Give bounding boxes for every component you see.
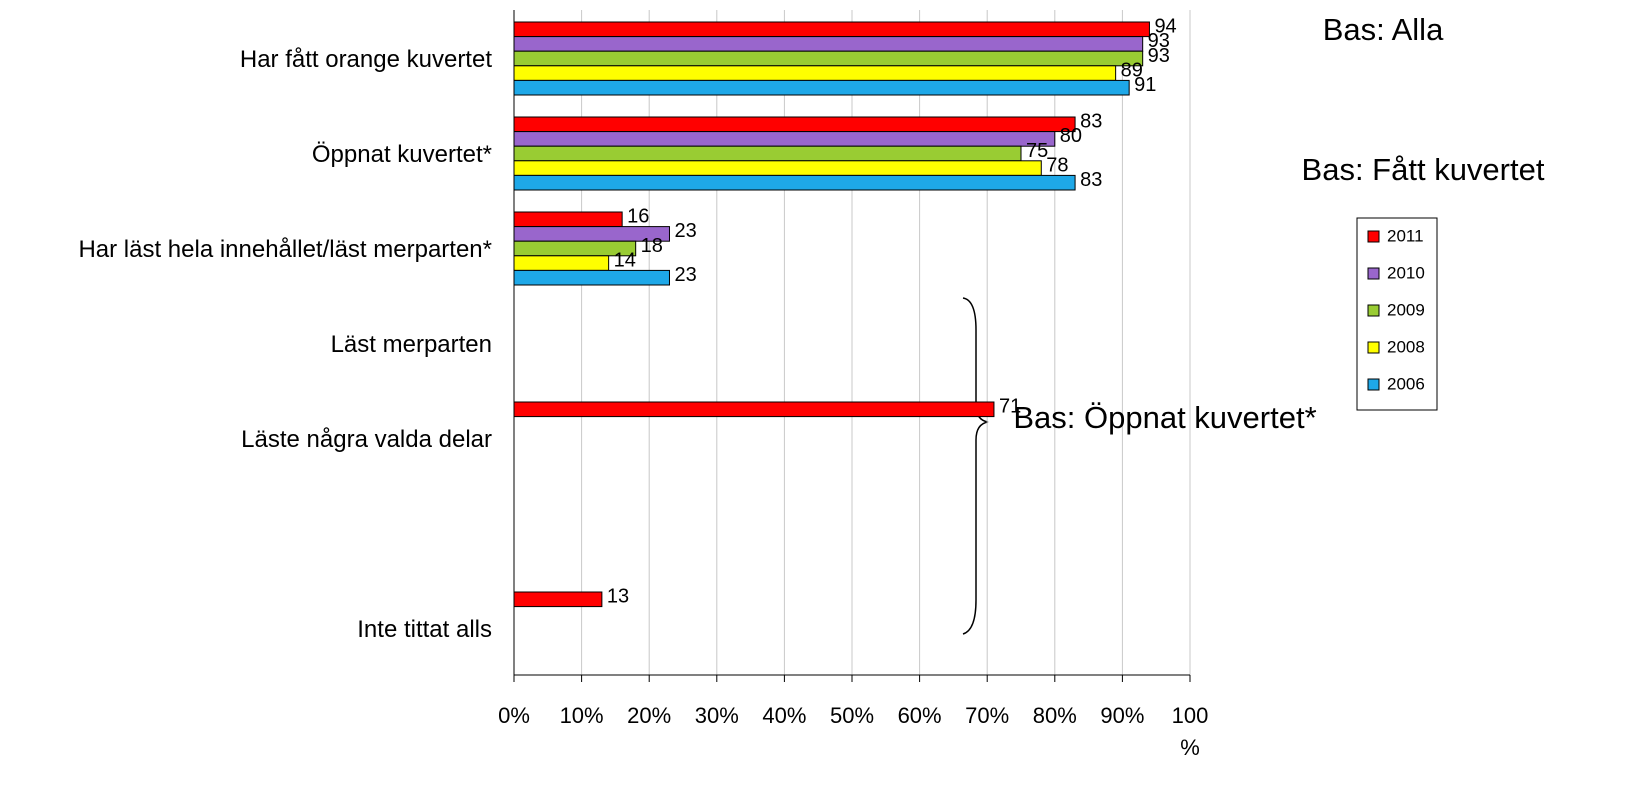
y-tick-label: Öppnat kuvertet* [312,141,492,168]
legend-label: 2006 [1387,374,1425,393]
bar [513,174,1076,191]
bar [513,50,1144,67]
legend-label: 2011 [1387,226,1424,245]
data-label: 78 [1046,154,1068,176]
data-label: 16 [627,206,649,228]
data-label: 94 [1154,16,1176,38]
y-tick-label: Läste några valda delar [241,426,492,453]
x-tick-label: 40% [762,703,806,728]
bar [513,79,1130,96]
x-tick-label: 20% [627,703,671,728]
y-tick-label: Läst merparten [331,331,492,358]
x-tick-label: 80% [1033,703,1077,728]
data-label: 75 [1026,140,1048,162]
data-label: 23 [674,264,696,286]
x-tick-label: 70% [965,703,1009,728]
bar [513,591,603,608]
legend-swatch [1367,230,1380,243]
data-label: 93 [1148,45,1170,67]
data-label: 91 [1134,74,1156,96]
legend-label: 2010 [1387,263,1425,282]
brace [962,297,989,635]
annotation: Bas: Fått kuvertet [1302,152,1545,187]
x-tick-label: 10% [560,703,604,728]
data-label: 89 [1121,59,1143,81]
x-tick-label: 90% [1100,703,1144,728]
data-label: 83 [1080,111,1102,133]
bar [513,116,1076,133]
bar [513,145,1022,162]
bar [513,21,1150,38]
x-tick-label: 100% [1172,703,1209,760]
data-label: 93 [1148,30,1170,52]
bar [513,255,610,271]
x-tick-label: 60% [898,703,942,728]
legend-swatch [1367,378,1380,391]
legend-swatch [1367,341,1380,354]
legend-label: 2008 [1387,337,1425,356]
x-tick-label: 30% [695,703,739,728]
data-label: 80 [1060,125,1082,147]
data-label: 13 [607,586,629,608]
y-tick-label: Inte tittat alls [357,616,492,643]
bar [513,269,670,286]
bar [513,131,1056,147]
legend-swatch [1367,304,1380,317]
y-tick-label: Har fått orange kuvertet [240,46,492,73]
bar [513,65,1117,81]
data-label: 71 [999,396,1021,418]
data-label: 23 [674,220,696,242]
legend-swatch [1367,267,1380,280]
bar [513,36,1144,52]
x-tick-label: 50% [830,703,874,728]
y-tick-label: Har läst hela innehållet/läst merparten* [78,236,492,263]
annotation: Bas: Öppnat kuvertet* [1013,400,1316,435]
bar [513,211,623,228]
bar [513,401,995,418]
data-label: 18 [641,235,663,257]
legend-label: 2009 [1387,300,1425,319]
bar [513,160,1042,176]
data-label: 83 [1080,169,1102,191]
annotation: Bas: Alla [1323,12,1444,47]
data-label: 14 [614,249,636,271]
x-tick-label: 0% [498,703,530,728]
